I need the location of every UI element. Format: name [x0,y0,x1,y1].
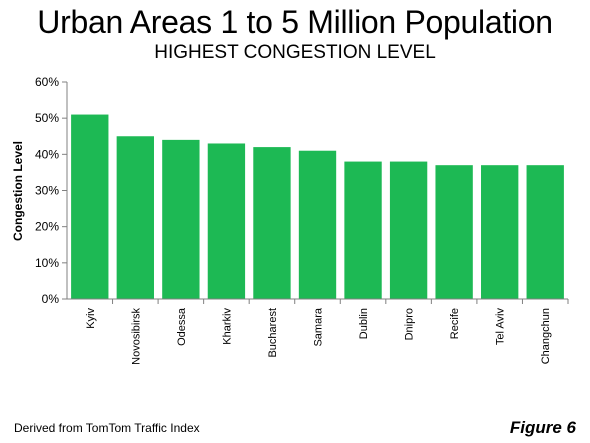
x-tick-label: Dnipro [404,308,416,340]
congestion-bar-chart: Congestion Level 0% 10% 20% 30% 40% 50% 60% Ky… [11,75,569,365]
chart-subtitle: HIGHEST CONGESTION LEVEL [154,42,436,63]
x-tick-label: Kharkiv [221,308,233,345]
bar-samara [298,150,337,299]
x-tick-label: Novosibirsk [130,308,142,365]
y-tick-label: 30% [35,184,59,198]
bar-novosibirsk [116,136,154,299]
bar-kyiv [71,114,109,299]
y-tick-label: 10% [35,256,59,270]
source-note: Derived from TomTom Traffic Index [14,421,200,435]
bars [71,114,564,299]
y-axis-title-group: Congestion Level [11,141,25,241]
y-ticks: 0% 10% 20% 30% 40% 50% 60% [35,75,67,306]
axes [66,82,568,300]
y-axis-title: Congestion Level [11,141,25,241]
bar-kharkiv [207,143,246,299]
chart-title: Urban Areas 1 to 5 Million Population [37,4,553,40]
x-tick-label: Dublin [358,308,370,339]
x-tick-label: Tel Aviv [495,308,507,346]
bar-dnipro [389,161,428,299]
bar-odessa [162,139,200,299]
x-tick-label: Kyiv [85,308,97,329]
x-tick-label: Changchun [540,308,552,364]
bar-bucharest [253,147,291,299]
y-tick-label: 0% [42,292,60,306]
bar-recife [435,165,473,299]
x-tick-label: Samara [313,307,325,346]
bar-changchun [526,165,564,299]
y-tick-label: 40% [35,147,59,161]
x-tick-label: Recife [449,308,461,339]
y-tick-label: 20% [35,220,59,234]
x-labels: Kyiv Novosibirsk Odessa Kharkiv Bucharest Sam… [85,299,569,365]
bar-dublin [344,161,382,299]
bar-tel-aviv [481,165,519,299]
figure-label: Figure 6 [509,418,576,437]
x-tick-label: Bucharest [267,308,279,358]
y-tick-label: 50% [35,111,59,125]
x-tick-label: Odessa [176,307,188,346]
y-tick-label: 60% [35,75,59,89]
